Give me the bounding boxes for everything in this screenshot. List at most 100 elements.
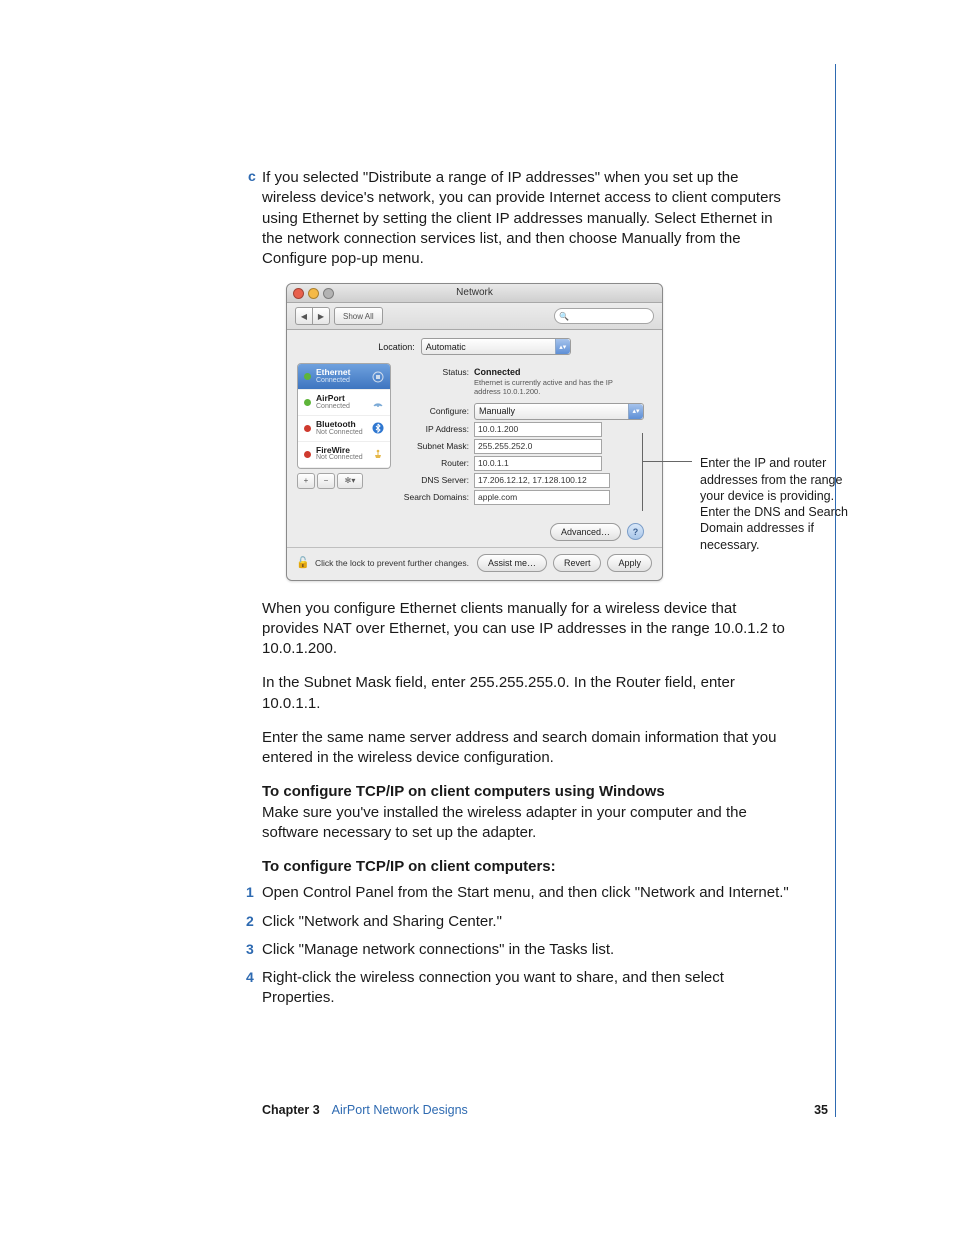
detail-pane: Status: Connected Ethernet is currently … [391,363,652,540]
step-item: 4Right-click the wireless connection you… [262,968,796,1009]
chevron-updown-icon: ▴▾ [555,339,570,354]
step-number: 3 [246,940,254,959]
bluetooth-icon [372,422,384,434]
airport-icon [372,397,384,409]
location-select[interactable]: Automatic ▴▾ [421,338,571,355]
field-row: Subnet Mask:255.255.252.0 [399,439,644,454]
field-label: Search Domains: [399,492,474,502]
field-input[interactable]: 10.0.1.200 [474,422,602,437]
lock-text: Click the lock to prevent further change… [315,558,471,568]
window-footer: 🔓 Click the lock to prevent further chan… [287,547,662,580]
field-input[interactable]: 255.255.252.0 [474,439,602,454]
chevron-updown-icon: ▴▾ [628,404,643,419]
field-input[interactable]: 10.0.1.1 [474,456,602,471]
window-titlebar: Network [287,284,662,303]
status-dot-icon [304,425,311,432]
body-paragraph: Enter the same name server address and s… [262,728,796,769]
windows-paragraph: Make sure you've installed the wireless … [262,804,747,841]
configure-value: Manually [479,406,515,416]
revert-button[interactable]: Revert [553,554,602,572]
field-row: Router:10.0.1.1 [399,456,644,471]
toolbar: ◀ ▶ Show All 🔍 [287,303,662,330]
sidebar-item-firewire[interactable]: FireWireNot Connected [298,442,390,468]
services-list: EthernetConnectedAirPortConnectedBluetoo… [297,363,391,469]
help-button[interactable]: ? [627,523,644,540]
location-value: Automatic [426,342,466,352]
field-input[interactable]: 17.206.12.12, 17.128.100.12 [474,473,610,488]
step-item: 1Open Control Panel from the Start menu,… [262,883,796,903]
service-name: Ethernet [316,368,350,377]
fields-group: IP Address:10.0.1.200Subnet Mask:255.255… [399,422,644,505]
configure-label: Configure: [399,406,474,416]
assist-button[interactable]: Assist me… [477,554,547,572]
field-label: DNS Server: [399,475,474,485]
field-label: Subnet Mask: [399,441,474,451]
content-column: c If you selected "Distribute a range of… [262,168,796,1017]
step-number: 1 [246,883,254,902]
footer-chapter: Chapter 3 [262,1103,320,1117]
remove-service-button[interactable]: − [317,473,335,489]
service-name: Bluetooth [316,420,363,429]
field-row: DNS Server:17.206.12.12, 17.128.100.12 [399,473,644,488]
show-all-button[interactable]: Show All [334,307,383,325]
heading-steps: To configure TCP/IP on client computers: [262,857,796,877]
page-footer: Chapter 3 AirPort Network Designs 35 [262,1103,828,1117]
body-paragraph: When you configure Ethernet clients manu… [262,599,796,660]
zoom-icon[interactable] [323,288,334,299]
field-label: IP Address: [399,424,474,434]
step-number: 2 [246,912,254,931]
window-title: Network [456,287,493,298]
close-icon[interactable] [293,288,304,299]
steps-list: 1Open Control Panel from the Start menu,… [262,883,796,1008]
callout-line [642,433,643,511]
step-marker: c [248,168,256,184]
page-rule [835,64,836,1117]
add-service-button[interactable]: + [297,473,315,489]
status-label: Status: [399,367,474,377]
screenshot-wrap: Network ◀ ▶ Show All 🔍 Location: Automat… [286,283,796,580]
step-number: 4 [246,968,254,987]
status-dot-icon [304,399,311,406]
search-icon: 🔍 [559,312,569,321]
forward-button[interactable]: ▶ [312,307,330,325]
field-row: Search Domains:apple.com [399,490,644,505]
status-dot-icon [304,373,311,380]
nav-back-forward: ◀ ▶ [295,307,330,325]
apply-button[interactable]: Apply [607,554,652,572]
search-input[interactable]: 🔍 [554,308,654,324]
gear-menu-button[interactable]: ✻▾ [337,473,363,489]
traffic-lights [293,288,334,299]
heading-windows: To configure TCP/IP on client computers … [262,783,665,800]
callout-text: Enter the IP and router addresses from t… [700,455,850,553]
service-status: Not Connected [316,429,363,437]
service-status: Connected [316,403,350,411]
ethernet-icon [372,371,384,383]
status-dot-icon [304,451,311,458]
sidebar-item-airport[interactable]: AirPortConnected [298,390,390,416]
footer-title: AirPort Network Designs [332,1103,468,1117]
services-footer: + − ✻▾ [297,473,391,489]
callout-line [642,461,692,462]
back-button[interactable]: ◀ [295,307,312,325]
step-item: 2Click "Network and Sharing Center." [262,912,796,932]
service-name: FireWire [316,446,363,455]
field-input[interactable]: apple.com [474,490,610,505]
after-paragraphs: When you configure Ethernet clients manu… [262,599,796,769]
configure-select[interactable]: Manually ▴▾ [474,403,644,420]
sidebar-item-bluetooth[interactable]: BluetoothNot Connected [298,416,390,442]
advanced-button[interactable]: Advanced… [550,523,621,541]
footer-page: 35 [814,1103,828,1117]
field-row: IP Address:10.0.1.200 [399,422,644,437]
status-subtext: Ethernet is currently active and has the… [474,379,624,396]
intro-paragraph: If you selected "Distribute a range of I… [262,168,796,269]
sidebar-item-ethernet[interactable]: EthernetConnected [298,364,390,390]
service-name: AirPort [316,394,350,403]
service-status: Connected [316,377,350,385]
minimize-icon[interactable] [308,288,319,299]
step-item: 3Click "Manage network connections" in t… [262,940,796,960]
service-status: Not Connected [316,454,363,462]
lock-icon[interactable]: 🔓 [297,556,309,570]
network-window: Network ◀ ▶ Show All 🔍 Location: Automat… [286,283,663,580]
firewire-icon [372,448,384,460]
location-label: Location: [378,342,415,352]
